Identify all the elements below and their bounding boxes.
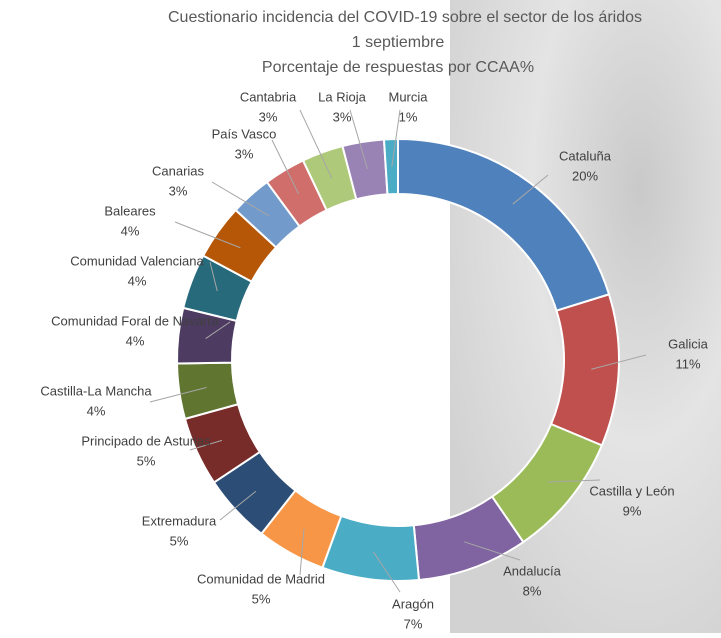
data-label-name: Castilla y León <box>589 483 674 498</box>
data-label-name: Comunidad de Madrid <box>197 571 325 586</box>
data-label-name: Canarias <box>152 163 205 178</box>
data-label-value: 5% <box>252 591 271 606</box>
data-label-name: Principado de Asturias <box>81 433 211 448</box>
data-label-value: 3% <box>169 183 188 198</box>
data-label-value: 8% <box>523 583 542 598</box>
donut-segment <box>384 139 398 194</box>
data-label-value: 4% <box>87 403 106 418</box>
data-label-value: 7% <box>404 616 423 631</box>
data-label-value: 20% <box>572 168 598 183</box>
data-label-value: 4% <box>128 273 147 288</box>
data-label-value: 3% <box>235 146 254 161</box>
data-label-value: 3% <box>333 109 352 124</box>
chart: Cuestionario incidencia del COVID-19 sob… <box>0 0 721 633</box>
data-label-name: Extremadura <box>142 513 217 528</box>
data-label-name: Aragón <box>392 596 434 611</box>
data-label-name: Galicia <box>668 336 709 351</box>
data-label-value: 9% <box>623 503 642 518</box>
data-label-name: Comunidad Foral de Navarra <box>51 313 219 328</box>
data-label-name: Cantabria <box>240 89 297 104</box>
data-label-name: Andalucía <box>503 563 562 578</box>
data-label-name: La Rioja <box>318 89 366 104</box>
chart-subtitle: Porcentaje de respuestas por CCAA% <box>262 59 534 76</box>
data-label-value: 5% <box>137 453 156 468</box>
data-label-name: Castilla-La Mancha <box>40 383 152 398</box>
data-label-name: País Vasco <box>212 126 277 141</box>
data-label-name: Baleares <box>104 203 156 218</box>
data-label-name: Murcia <box>388 89 428 104</box>
data-label-name: Cataluña <box>559 148 612 163</box>
chart-title: Cuestionario incidencia del COVID-19 sob… <box>168 9 642 26</box>
data-label-name: Comunidad Valenciana <box>70 253 204 268</box>
data-label-value: 4% <box>126 333 145 348</box>
data-label-value: 5% <box>170 533 189 548</box>
chart-subtitle: 1 septiembre <box>352 34 445 51</box>
data-label-value: 4% <box>121 223 140 238</box>
data-label-value: 11% <box>675 356 700 371</box>
data-label-value: 1% <box>399 109 418 124</box>
data-label-value: 3% <box>259 109 278 124</box>
